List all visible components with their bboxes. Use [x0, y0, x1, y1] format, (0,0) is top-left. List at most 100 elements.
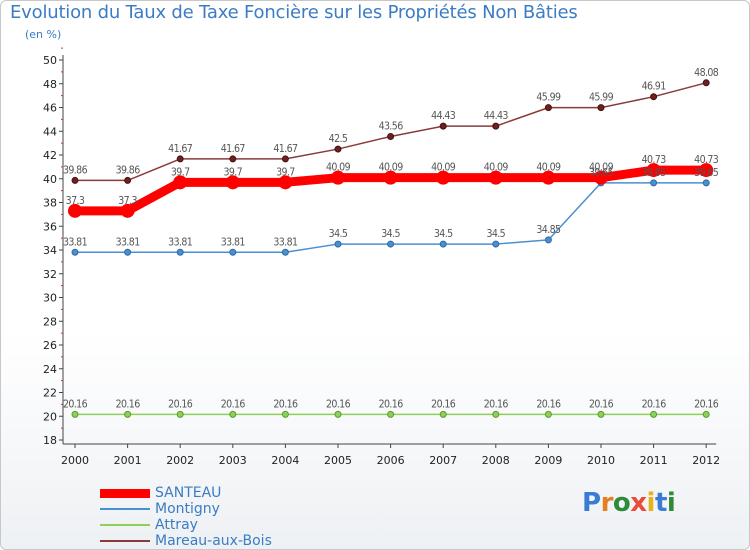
y-tick-label: 24	[43, 363, 57, 376]
data-labels: 37.3 37.3 39.7 39.7 39.7 40.09 40.09 40.09 40.09…	[63, 67, 719, 411]
data-label: 39.7	[223, 166, 242, 178]
data-label: 20.16	[536, 398, 561, 410]
data-point	[439, 122, 447, 130]
data-label: 40.09	[431, 162, 456, 174]
data-label: 20.16	[168, 398, 193, 410]
data-label: 20.16	[63, 398, 88, 410]
data-point	[229, 410, 237, 418]
x-tick-label: 2003	[219, 454, 247, 467]
data-point	[387, 410, 395, 418]
legend-swatch	[100, 508, 150, 510]
data-label: 48.08	[694, 67, 719, 79]
data-label: 33.81	[221, 236, 246, 248]
data-label: 39.86	[63, 164, 88, 176]
data-point	[650, 410, 658, 418]
data-point	[124, 248, 132, 256]
x-tick-label: 2010	[587, 454, 615, 467]
data-label: 41.67	[168, 143, 193, 155]
data-label: 20.16	[116, 398, 141, 410]
axes: 18 20 22 24 26 28 30 32 34 36 38 40 42 44 46 48 50 2000 20…	[43, 47, 720, 467]
x-tick-label: 2005	[324, 454, 352, 467]
data-label: 39.7	[171, 166, 190, 178]
data-point	[492, 240, 500, 248]
x-tick-label: 2002	[166, 454, 194, 467]
data-label: 44.43	[484, 110, 509, 122]
data-label: 40.09	[484, 162, 509, 174]
data-label: 20.16	[431, 398, 456, 410]
data-label: 33.81	[273, 236, 298, 248]
data-point	[436, 170, 451, 185]
data-label: 33.81	[168, 236, 193, 248]
y-tick-label: 38	[43, 197, 57, 210]
data-point	[281, 410, 289, 418]
y-tick-label: 48	[43, 78, 57, 91]
data-label: 34.5	[486, 228, 505, 240]
data-label: 20.16	[326, 398, 351, 410]
data-label: 42.5	[329, 133, 348, 145]
data-point	[544, 410, 552, 418]
data-label: 46.91	[642, 81, 667, 93]
data-point	[383, 170, 398, 185]
data-point	[281, 248, 289, 256]
data-label: 37.3	[66, 195, 85, 207]
data-label: 44.43	[431, 110, 456, 122]
data-label: 20.16	[694, 398, 719, 410]
data-point	[281, 155, 289, 163]
data-label: 45.99	[536, 92, 561, 104]
data-point	[544, 236, 552, 244]
data-point	[646, 163, 661, 178]
y-tick-label: 44	[43, 125, 57, 138]
y-tick-label: 32	[43, 268, 57, 281]
data-label: 34.85	[536, 224, 561, 236]
data-label: 20.16	[379, 398, 404, 410]
x-tick-label: 2001	[114, 454, 142, 467]
chart-title: Evolution du Taux de Taxe Foncière sur l…	[10, 2, 578, 23]
data-label: 20.16	[589, 398, 614, 410]
data-point	[544, 104, 552, 112]
legend-label: SANTEAU	[155, 485, 222, 501]
data-point	[492, 122, 500, 130]
legend-label: Mareau-aux-Bois	[155, 533, 272, 549]
data-point	[71, 248, 79, 256]
data-point	[173, 175, 188, 190]
data-label: 34.5	[381, 228, 400, 240]
data-point	[331, 170, 345, 185]
data-point	[229, 155, 237, 163]
data-point	[124, 410, 132, 418]
x-tick-label: 2006	[377, 454, 405, 467]
y-tick-label: 50	[43, 54, 57, 67]
data-point	[71, 410, 79, 418]
data-point	[594, 170, 608, 185]
data-label: 39.65	[694, 167, 719, 179]
data-point	[702, 179, 710, 187]
x-tick-label: 2008	[482, 454, 510, 467]
data-label: 40.73	[694, 154, 719, 166]
data-point	[541, 170, 556, 185]
legend-label: Attray	[155, 517, 198, 533]
data-point	[650, 93, 658, 101]
y-tick-label: 36	[43, 220, 57, 233]
y-tick-label: 42	[43, 149, 57, 162]
data-point	[650, 179, 658, 187]
data-point	[488, 170, 503, 185]
data-point	[229, 248, 237, 256]
legend-swatch	[100, 524, 150, 526]
legend-swatch	[100, 488, 150, 498]
legend-swatch	[100, 540, 150, 542]
data-label: 33.81	[63, 236, 88, 248]
data-label: 20.16	[642, 398, 667, 410]
data-label: 33.81	[116, 236, 141, 248]
data-point	[124, 176, 132, 184]
data-point	[68, 203, 82, 218]
data-point	[278, 175, 293, 190]
y-tick-label: 40	[43, 173, 57, 186]
data-label: 39.86	[116, 164, 141, 176]
data-label: 40.09	[536, 162, 561, 174]
data-label: 34.5	[434, 228, 453, 240]
data-point	[702, 410, 710, 418]
data-point	[176, 155, 184, 163]
data-label: 34.5	[329, 228, 348, 240]
data-label: 40.73	[642, 154, 667, 166]
data-label: 40.09	[326, 162, 351, 174]
